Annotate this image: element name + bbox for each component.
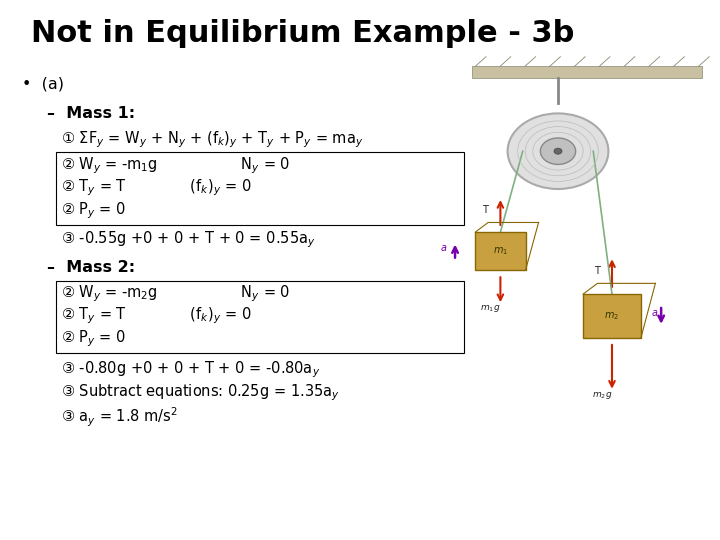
- Text: ③ -0.55g +0 + 0 + T + 0 = 0.55a$_y$: ③ -0.55g +0 + 0 + T + 0 = 0.55a$_y$: [61, 230, 316, 250]
- Circle shape: [508, 113, 608, 189]
- Text: a: a: [652, 308, 658, 318]
- Text: ② T$_y$ = T              (f$_k$)$_y$ = 0: ② T$_y$ = T (f$_k$)$_y$ = 0: [61, 178, 252, 198]
- Text: –  Mass 1:: – Mass 1:: [47, 106, 135, 121]
- Circle shape: [540, 138, 576, 164]
- Text: ③ a$_y$ = 1.8 m/s$^2$: ③ a$_y$ = 1.8 m/s$^2$: [61, 405, 178, 429]
- Text: ③ -0.80g +0 + 0 + T + 0 = -0.80a$_y$: ③ -0.80g +0 + 0 + T + 0 = -0.80a$_y$: [61, 359, 320, 380]
- Text: –  Mass 2:: – Mass 2:: [47, 260, 135, 275]
- Text: ② T$_y$ = T              (f$_k$)$_y$ = 0: ② T$_y$ = T (f$_k$)$_y$ = 0: [61, 306, 252, 326]
- Text: ③ Subtract equations: 0.25g = 1.35a$_y$: ③ Subtract equations: 0.25g = 1.35a$_y$: [61, 383, 340, 403]
- Text: ② W$_y$ = -m$_2$g                  N$_y$ = 0: ② W$_y$ = -m$_2$g N$_y$ = 0: [61, 283, 291, 303]
- Text: $m_1g$: $m_1g$: [480, 303, 500, 314]
- Text: $m_2$: $m_2$: [605, 310, 619, 322]
- FancyBboxPatch shape: [475, 232, 526, 270]
- Text: Not in Equilibrium Example - 3b: Not in Equilibrium Example - 3b: [31, 19, 574, 48]
- Text: $m_2g$: $m_2g$: [592, 390, 612, 401]
- Text: a: a: [441, 243, 446, 253]
- FancyBboxPatch shape: [472, 66, 702, 78]
- Text: T: T: [482, 205, 488, 215]
- Text: ① ΣF$_y$ = W$_y$ + N$_y$ + (f$_k$)$_y$ + T$_y$ + P$_y$ = ma$_y$: ① ΣF$_y$ = W$_y$ + N$_y$ + (f$_k$)$_y$ +…: [61, 129, 364, 150]
- Text: T: T: [594, 266, 600, 275]
- Text: ② P$_y$ = 0: ② P$_y$ = 0: [61, 328, 127, 349]
- Text: ② W$_y$ = -m$_1$g                  N$_y$ = 0: ② W$_y$ = -m$_1$g N$_y$ = 0: [61, 155, 291, 176]
- Circle shape: [554, 148, 562, 154]
- Text: $m_1$: $m_1$: [493, 245, 508, 257]
- Text: •  (a): • (a): [22, 76, 63, 91]
- Text: ② P$_y$ = 0: ② P$_y$ = 0: [61, 200, 127, 221]
- FancyBboxPatch shape: [583, 294, 641, 338]
